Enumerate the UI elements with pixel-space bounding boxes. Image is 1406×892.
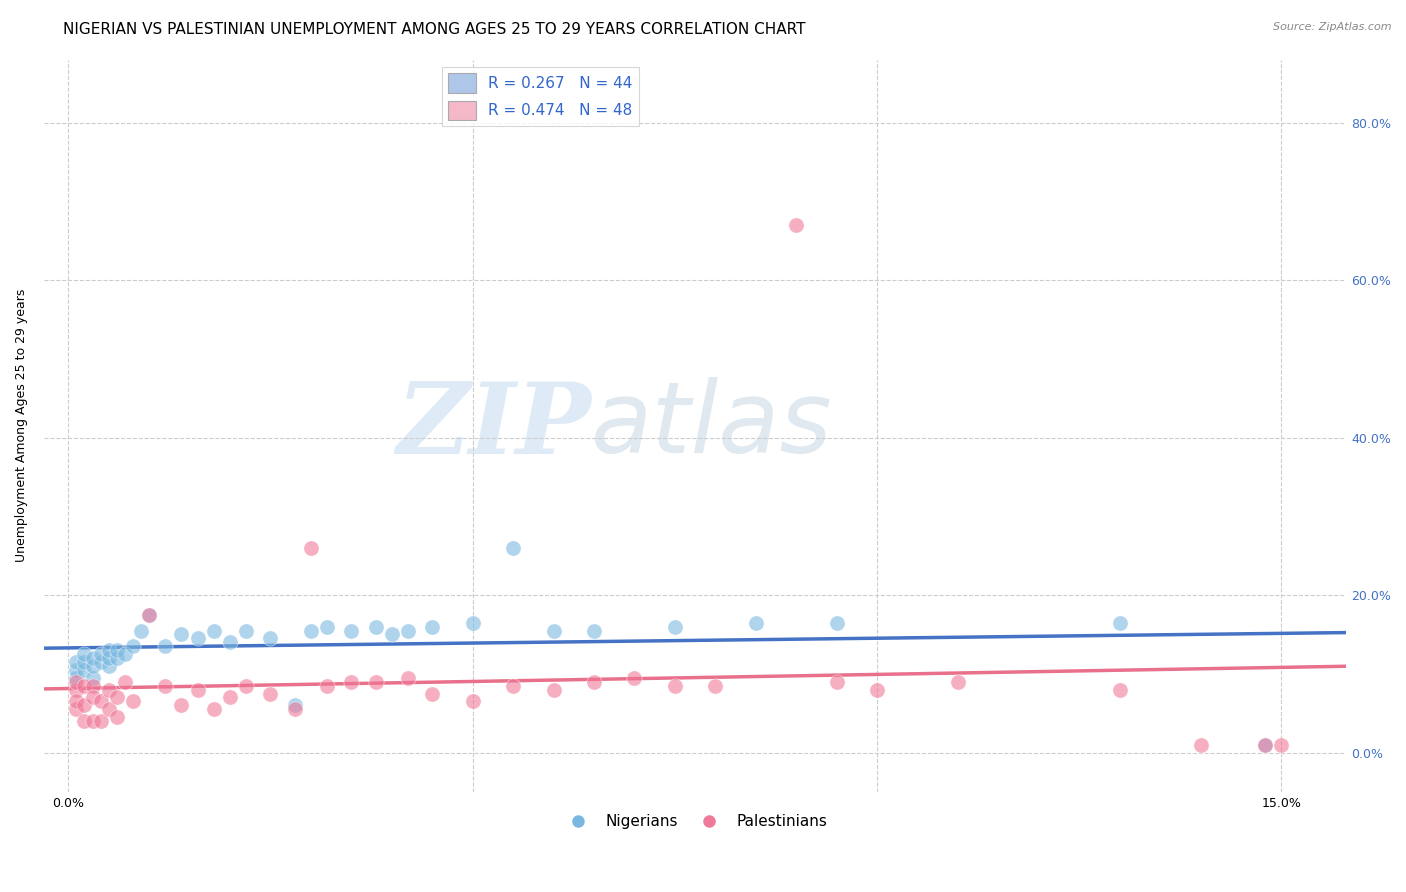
Text: Source: ZipAtlas.com: Source: ZipAtlas.com <box>1274 22 1392 32</box>
Point <box>299 624 322 638</box>
Point <box>235 624 257 638</box>
Point <box>90 714 112 728</box>
Point <box>65 674 87 689</box>
Point <box>97 651 120 665</box>
Point <box>259 686 281 700</box>
Point <box>97 643 120 657</box>
Point <box>105 651 128 665</box>
Point <box>65 671 87 685</box>
Point <box>1254 738 1277 752</box>
Point <box>1254 738 1277 752</box>
Point <box>97 682 120 697</box>
Point <box>502 541 524 555</box>
Text: atlas: atlas <box>591 377 832 475</box>
Point <box>187 682 209 697</box>
Point <box>825 615 848 630</box>
Point <box>1108 615 1130 630</box>
Point <box>461 615 484 630</box>
Point <box>1108 682 1130 697</box>
Point <box>623 671 645 685</box>
Point <box>420 686 443 700</box>
Point <box>90 694 112 708</box>
Point <box>82 671 104 685</box>
Point <box>664 619 686 633</box>
Point <box>259 632 281 646</box>
Legend: Nigerians, Palestinians: Nigerians, Palestinians <box>557 808 834 836</box>
Point <box>90 655 112 669</box>
Point <box>155 679 177 693</box>
Point <box>170 698 193 713</box>
Point <box>65 694 87 708</box>
Point <box>138 607 160 622</box>
Point <box>82 714 104 728</box>
Point <box>73 663 96 677</box>
Text: NIGERIAN VS PALESTINIAN UNEMPLOYMENT AMONG AGES 25 TO 29 YEARS CORRELATION CHART: NIGERIAN VS PALESTINIAN UNEMPLOYMENT AMO… <box>63 22 806 37</box>
Point <box>316 619 339 633</box>
Point <box>582 624 605 638</box>
Point <box>114 647 136 661</box>
Point <box>65 702 87 716</box>
Point <box>396 671 419 685</box>
Point <box>704 679 727 693</box>
Point <box>543 682 565 697</box>
Point <box>65 663 87 677</box>
Point <box>138 607 160 622</box>
Text: ZIP: ZIP <box>396 377 591 474</box>
Point <box>82 679 104 693</box>
Point <box>202 702 225 716</box>
Point <box>82 690 104 705</box>
Point <box>664 679 686 693</box>
Point <box>284 702 307 716</box>
Point <box>396 624 419 638</box>
Point <box>73 679 96 693</box>
Point <box>381 627 404 641</box>
Point <box>785 218 807 232</box>
Point <box>744 615 766 630</box>
Point <box>65 655 87 669</box>
Point <box>155 640 177 654</box>
Point <box>202 624 225 638</box>
Point <box>461 694 484 708</box>
Point <box>219 635 242 649</box>
Point <box>105 690 128 705</box>
Point <box>97 702 120 716</box>
Point <box>1270 738 1292 752</box>
Point <box>219 690 242 705</box>
Point <box>73 714 96 728</box>
Point <box>122 640 145 654</box>
Point <box>543 624 565 638</box>
Point <box>364 619 387 633</box>
Point <box>284 698 307 713</box>
Point <box>866 682 889 697</box>
Point <box>82 651 104 665</box>
Point <box>340 624 363 638</box>
Point <box>105 643 128 657</box>
Point <box>299 541 322 555</box>
Point <box>316 679 339 693</box>
Point <box>340 674 363 689</box>
Point <box>90 647 112 661</box>
Y-axis label: Unemployment Among Ages 25 to 29 years: Unemployment Among Ages 25 to 29 years <box>15 289 28 563</box>
Point <box>82 659 104 673</box>
Point <box>420 619 443 633</box>
Point <box>187 632 209 646</box>
Point <box>105 710 128 724</box>
Point <box>235 679 257 693</box>
Point <box>502 679 524 693</box>
Point <box>364 674 387 689</box>
Point <box>946 674 969 689</box>
Point <box>114 674 136 689</box>
Point <box>122 694 145 708</box>
Point <box>1189 738 1212 752</box>
Point <box>129 624 152 638</box>
Point <box>825 674 848 689</box>
Point <box>73 647 96 661</box>
Point <box>582 674 605 689</box>
Point <box>170 627 193 641</box>
Point <box>73 655 96 669</box>
Point <box>65 682 87 697</box>
Point <box>97 659 120 673</box>
Point <box>73 698 96 713</box>
